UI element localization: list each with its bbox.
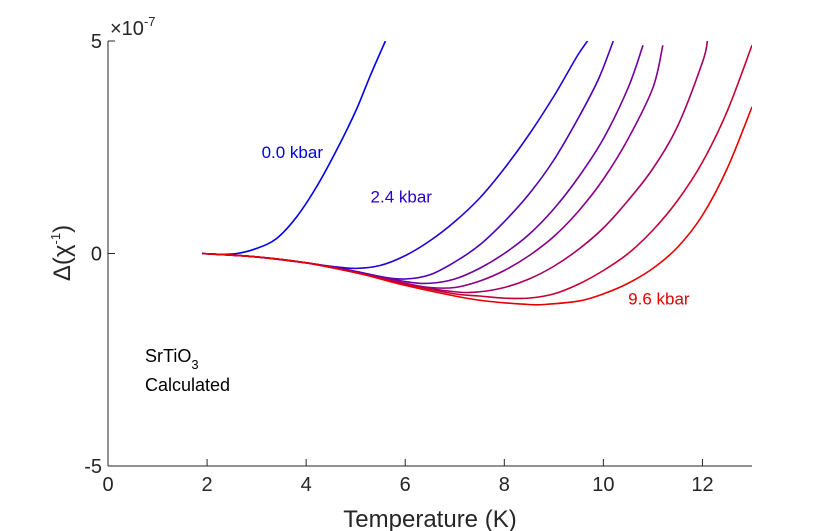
y-scale-factor: ×10-7 (110, 14, 156, 40)
x-tick-label: 2 (202, 474, 213, 496)
series-labels: 0.0 kbar 2.4 kbar 9.6 kbar (262, 143, 690, 309)
y-axis-label-exponent: -1 (48, 233, 63, 245)
y-tick-label: -5 (84, 456, 102, 478)
x-tick-label: 8 (499, 474, 510, 496)
x-axis-label: Temperature (K) (343, 506, 516, 531)
x-tick-label: 6 (400, 474, 411, 496)
y-scale-base: ×10 (110, 18, 144, 40)
x-tick-label: 4 (301, 474, 312, 496)
x-tick-label: 10 (592, 474, 614, 496)
material-annotation: SrTiO3 (145, 346, 199, 372)
series-group (202, 41, 752, 306)
series-label: 2.4 kbar (371, 188, 433, 207)
y-ticks: -5 0 5 (84, 31, 115, 478)
y-tick-label: 0 (91, 244, 102, 266)
calculated-annotation: Calculated (145, 375, 230, 395)
series-label: 9.6 kbar (628, 290, 690, 309)
y-tick-label: 5 (91, 31, 102, 53)
y-axis-label-suffix: ) (49, 225, 76, 233)
y-scale-exponent: -7 (144, 14, 156, 29)
series-line-8 (202, 106, 752, 306)
x-ticks: 0 2 4 6 8 10 12 (102, 459, 714, 496)
y-axis-label: Δ(χ-1) (48, 225, 76, 281)
material-subscript: 3 (191, 357, 198, 372)
x-tick-label: 0 (102, 474, 113, 496)
series-label: 0.0 kbar (262, 143, 324, 162)
x-tick-label: 12 (691, 474, 713, 496)
series-line-1 (202, 41, 387, 256)
material-name: SrTiO (145, 346, 191, 366)
y-axis-label-prefix: Δ(χ (49, 244, 76, 281)
